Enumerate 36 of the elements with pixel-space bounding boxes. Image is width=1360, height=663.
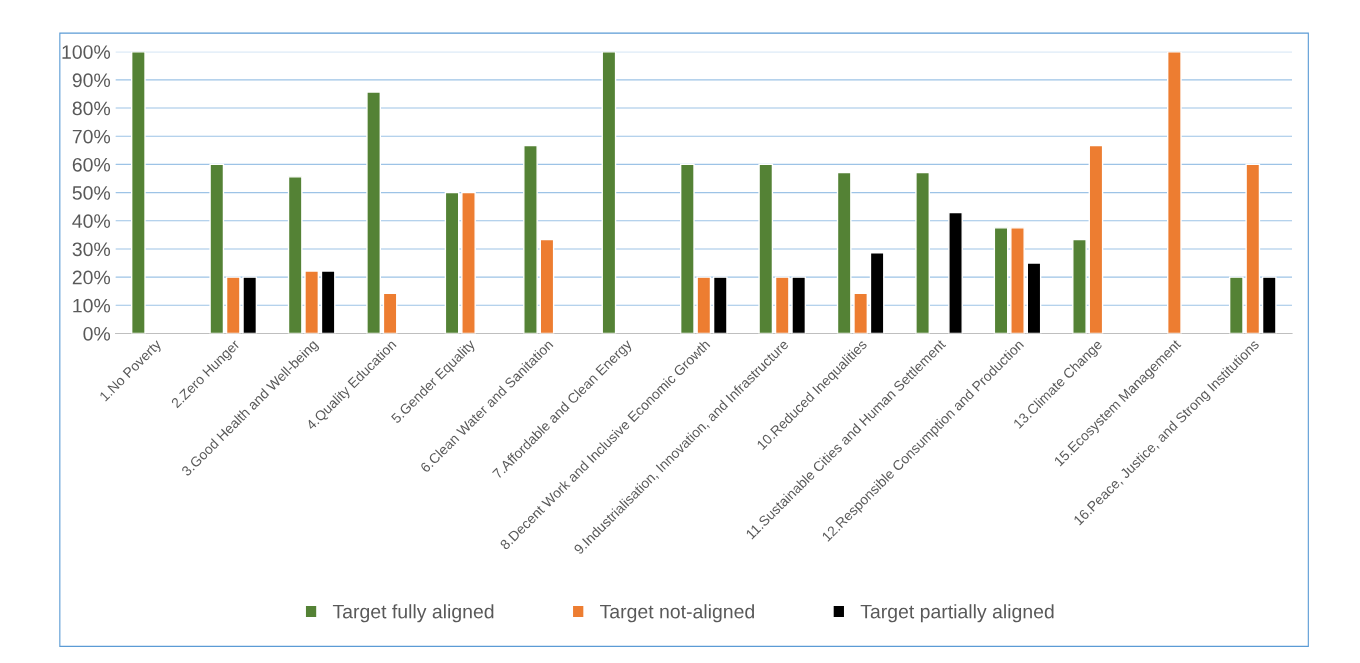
y-tick-label: 10%	[73, 298, 111, 313]
y-tick-label: 20%	[72, 270, 111, 285]
y-tick-label: 80%	[72, 101, 111, 116]
bar	[712, 276, 728, 334]
y-tick-label: 40%	[72, 214, 111, 229]
bar	[366, 91, 381, 334]
bar	[1166, 51, 1182, 334]
bar	[1072, 238, 1087, 334]
bar	[209, 163, 225, 334]
legend-label: Target fully aligned	[332, 604, 494, 623]
bar	[993, 227, 1009, 334]
bar	[320, 270, 336, 334]
bar	[869, 252, 885, 334]
bar	[444, 191, 460, 334]
bar	[382, 292, 398, 334]
bar	[130, 51, 146, 334]
y-tick-label: 60%	[72, 157, 111, 172]
y-tick-label: 90%	[72, 73, 111, 88]
bar	[523, 144, 538, 334]
bar	[1088, 144, 1104, 334]
bar	[1261, 276, 1277, 334]
bar	[601, 51, 617, 334]
bar	[461, 191, 476, 334]
bar	[1026, 262, 1042, 334]
y-tick-label: 30%	[72, 242, 111, 257]
legend-label: Target not-aligned	[600, 604, 754, 623]
bar	[915, 171, 930, 334]
y-tick-label: 100%	[62, 45, 111, 59]
y-tick-label: 0%	[83, 326, 111, 341]
bar	[539, 238, 555, 334]
y-tick-label: 50%	[72, 186, 111, 200]
bar	[948, 211, 963, 334]
legend-label: Target partially aligned	[860, 604, 1054, 623]
bar	[1010, 227, 1025, 334]
y-tick-label: 70%	[72, 129, 111, 144]
bar	[758, 163, 774, 334]
